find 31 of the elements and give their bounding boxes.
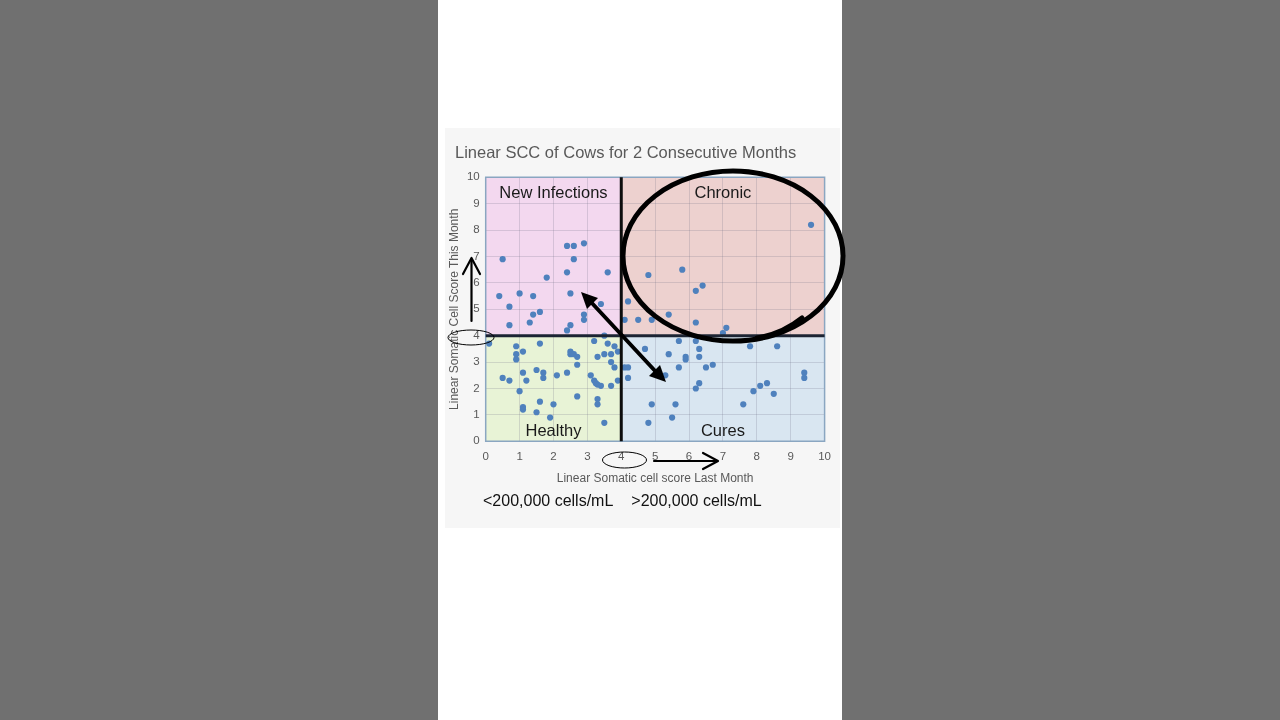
- series-label: New Infections: [499, 183, 608, 202]
- x-tick-label: 9: [787, 450, 794, 463]
- x-tick-label: 7: [719, 450, 727, 463]
- x-tick-label: 2: [550, 450, 557, 463]
- x-tick-label: 4: [618, 450, 626, 463]
- x-tick-label: 0: [482, 450, 489, 463]
- y-tick-label: 1: [473, 408, 480, 421]
- y-tick-label: 0: [473, 434, 480, 447]
- y-tick-label: 6: [473, 276, 480, 289]
- x-tick-label: 10: [818, 450, 831, 463]
- chart-title: Linear SCC of Cows for 2 Consecutive Months: [455, 142, 797, 161]
- y-axis-title: Linear Somatic Cell Score This Month: [446, 208, 461, 410]
- text: >200,000 cells/mL: [631, 492, 762, 510]
- series-label: Healthy: [525, 420, 583, 439]
- series-label: Chronic: [694, 183, 752, 202]
- x-axis-title: Linear Somatic cell score Last Month: [556, 471, 754, 486]
- y-tick-label: 2: [473, 381, 480, 394]
- x-tick-label: 1: [516, 450, 523, 463]
- y-tick-label: 4: [473, 328, 481, 341]
- y-tick-label: 9: [473, 196, 480, 209]
- series-label: Cures: [700, 420, 745, 439]
- x-tick-label: 6: [685, 450, 693, 463]
- y-tick-label: 7: [473, 249, 480, 262]
- text: <200,000 cells/mL: [483, 492, 614, 510]
- y-tick-label: 3: [473, 355, 480, 368]
- x-tick-label: 3: [584, 450, 591, 463]
- x-tick-label: 8: [753, 450, 761, 463]
- y-tick-label: 8: [473, 223, 480, 236]
- y-tick-label: 5: [473, 302, 480, 315]
- x-tick-label: 5: [651, 450, 659, 463]
- y-tick-label: 10: [466, 170, 480, 183]
